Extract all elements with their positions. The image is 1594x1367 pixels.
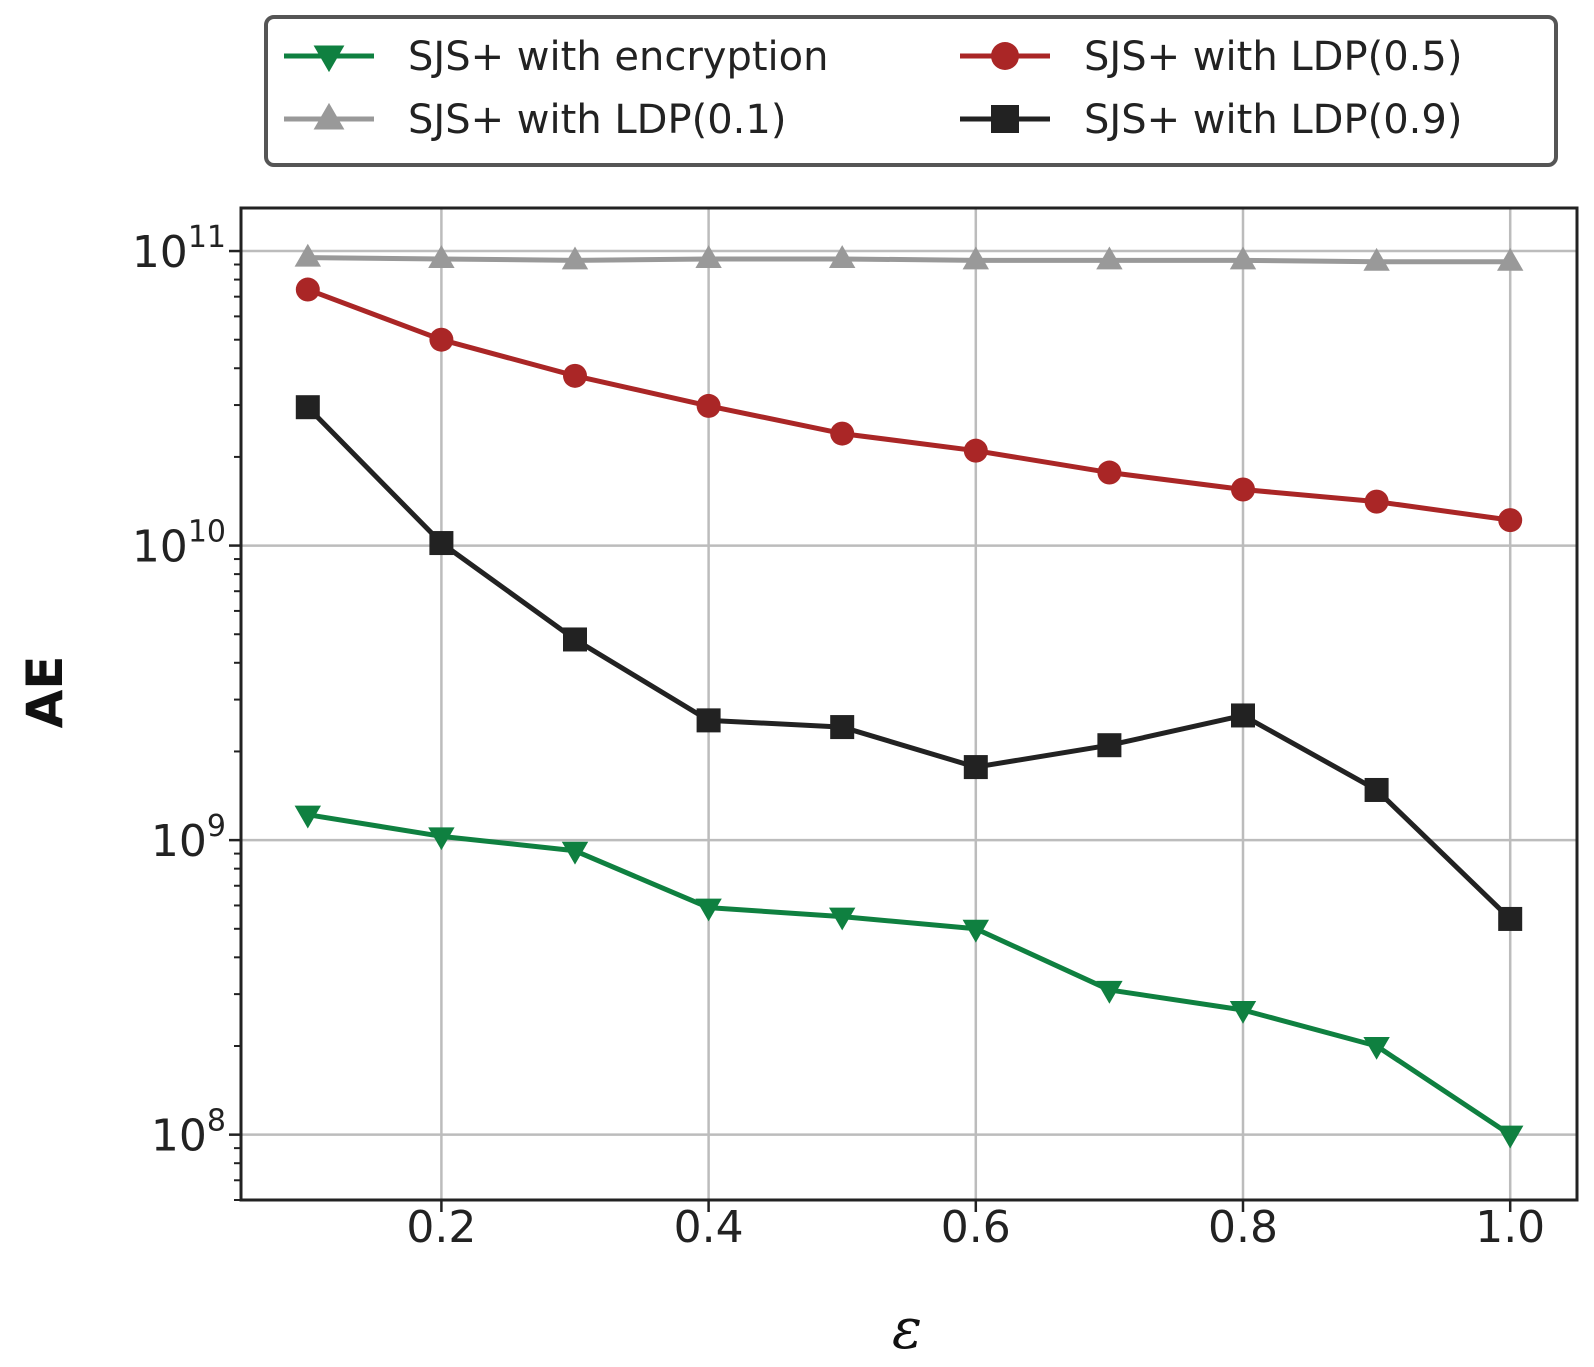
axis-ticks: 0.2 0.4 0.6 0.8 1.0 108 109 1010 1011 <box>132 220 1545 1253</box>
legend-box <box>264 15 1558 167</box>
data-point <box>1097 733 1122 758</box>
series-line <box>306 405 1512 921</box>
data-point <box>561 841 589 865</box>
data-point <box>829 245 856 268</box>
data-point <box>695 898 722 922</box>
data-point <box>1497 247 1524 271</box>
y-tick-label: 1010 <box>132 515 226 573</box>
data-point <box>428 827 455 851</box>
data-point <box>429 531 454 556</box>
y-tick-label: 109 <box>151 809 226 867</box>
data-point <box>295 395 320 420</box>
data-point <box>1096 980 1123 1004</box>
y-axis-label: AE <box>16 656 74 729</box>
data-point <box>963 755 988 780</box>
series-2 <box>294 243 1524 271</box>
data-point <box>1231 477 1255 502</box>
data-point <box>1363 247 1390 271</box>
y-tick-label: 1011 <box>132 220 226 278</box>
data-point <box>963 438 988 463</box>
data-point <box>1497 1125 1524 1149</box>
series-3 <box>295 395 1523 931</box>
legend-item: SJS+ with LDP(0.1) <box>284 97 786 143</box>
data-point <box>563 363 587 388</box>
data-point <box>829 907 856 931</box>
legend-item: SJS+ with encryption <box>284 34 828 80</box>
data-point <box>1364 777 1389 802</box>
data-point <box>1498 906 1523 931</box>
data-point <box>429 327 454 352</box>
series-layer <box>294 243 1524 1149</box>
data-point <box>830 715 855 740</box>
data-point <box>1498 508 1523 533</box>
x-tick-label: 0.8 <box>1208 1202 1278 1253</box>
series-line <box>307 812 1512 1137</box>
data-point <box>428 245 455 268</box>
legend-marker <box>313 102 345 130</box>
legend-label: SJS+ with LDP(0.5) <box>1084 34 1462 80</box>
series-1 <box>295 277 1523 533</box>
data-point <box>294 243 321 267</box>
x-tick-label: 0.6 <box>941 1202 1011 1253</box>
x-axis-label: ε <box>892 1297 922 1362</box>
data-point <box>295 277 320 302</box>
data-point <box>1231 703 1255 728</box>
data-point <box>1096 246 1123 270</box>
x-tick-label: 1.0 <box>1475 1202 1545 1253</box>
data-point <box>695 245 722 268</box>
data-point <box>696 393 721 418</box>
data-point <box>1364 489 1389 514</box>
plot-area-frame <box>239 206 1579 1202</box>
x-tick-label: 0.4 <box>674 1202 744 1253</box>
legend-marker <box>991 42 1019 70</box>
data-point <box>962 919 989 943</box>
y-tick-label: 108 <box>151 1104 226 1162</box>
data-point <box>294 805 321 829</box>
legend: SJS+ with encryption SJS+ with LDP(0.5) SJ… <box>264 15 1558 167</box>
data-point <box>1363 1036 1390 1060</box>
legend-item: SJS+ with LDP(0.9) <box>960 97 1462 143</box>
series-line <box>306 287 1511 523</box>
data-point <box>561 246 589 270</box>
data-point <box>696 708 721 733</box>
legend-label: SJS+ with LDP(0.9) <box>1084 97 1462 143</box>
legend-item: SJS+ with LDP(0.5) <box>960 34 1462 80</box>
data-point <box>563 627 587 652</box>
x-tick-label: 0.2 <box>406 1202 476 1253</box>
data-point <box>1229 246 1257 270</box>
legend-marker <box>313 45 345 73</box>
data-point <box>1229 1000 1257 1024</box>
legend-label: SJS+ with LDP(0.1) <box>408 97 786 143</box>
legend-label: SJS+ with encryption <box>408 34 828 80</box>
series-line <box>307 255 1511 265</box>
data-point <box>962 246 989 270</box>
legend-marker <box>991 105 1019 133</box>
series-0 <box>294 805 1524 1149</box>
data-point <box>830 421 855 446</box>
data-point <box>1097 460 1122 485</box>
